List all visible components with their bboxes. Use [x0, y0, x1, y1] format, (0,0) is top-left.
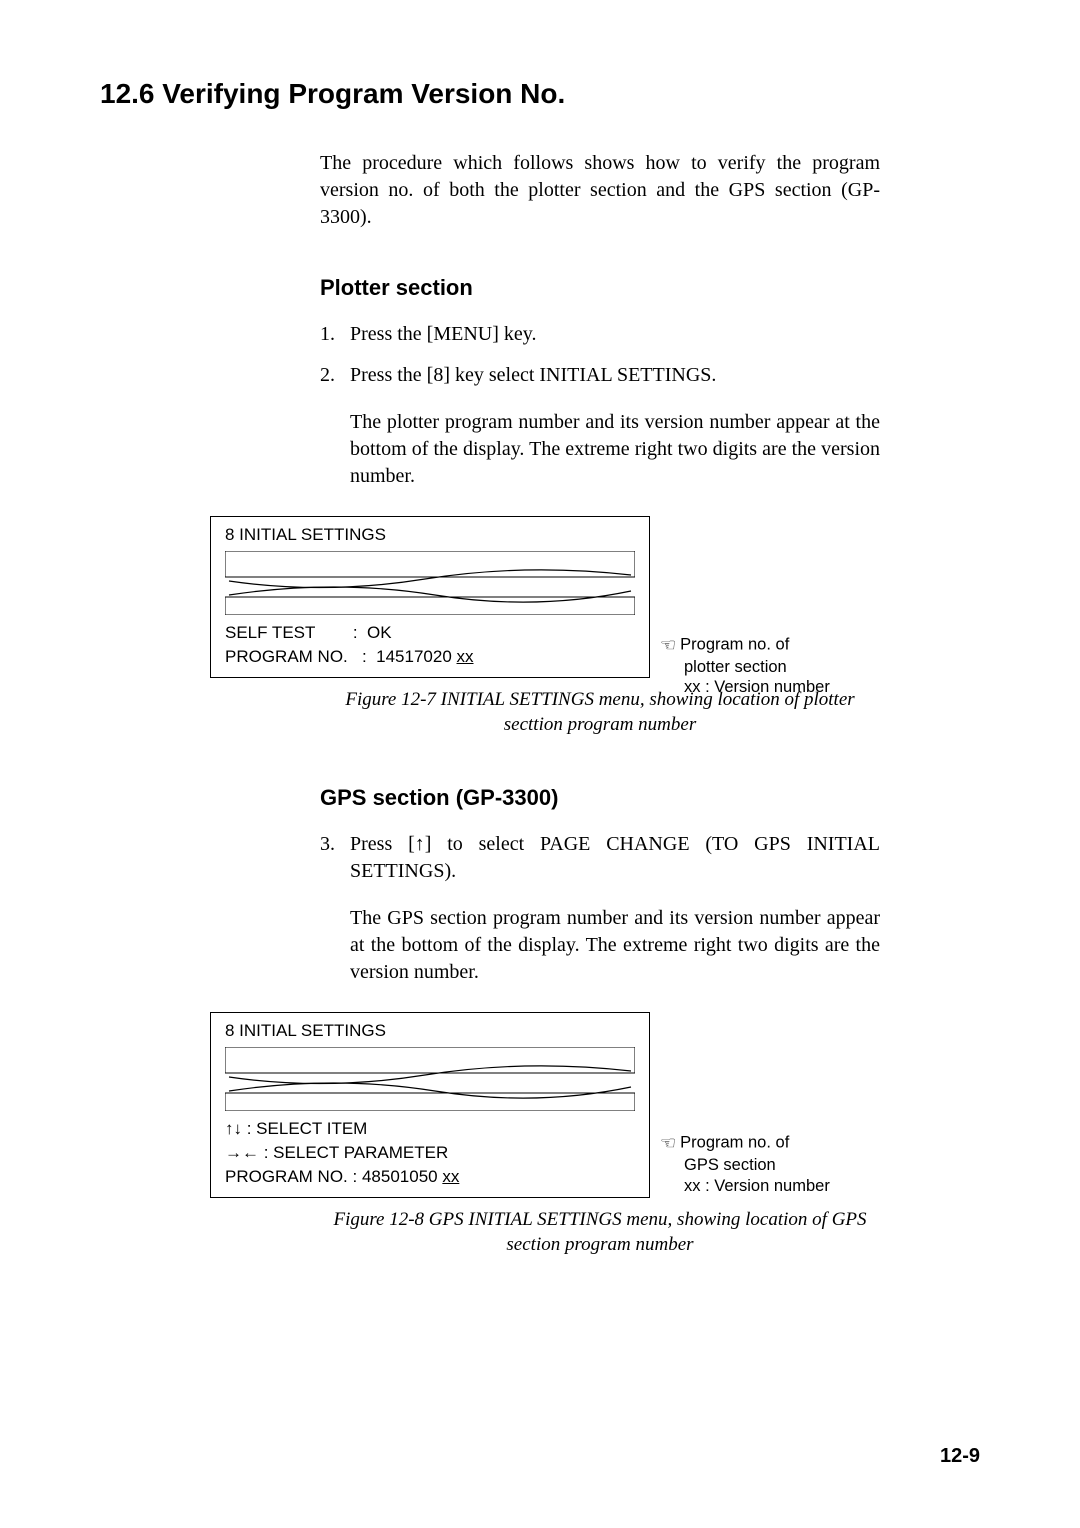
gps-heading: GPS section (GP-3300)	[320, 785, 880, 811]
select-parameter-text: : SELECT PARAMETER	[264, 1143, 449, 1162]
prog-no: 48501050	[362, 1167, 438, 1186]
select-parameter-line: →← : SELECT PARAMETER	[225, 1143, 635, 1163]
self-test-label: SELF TEST	[225, 623, 315, 642]
annotation-line: xx : Version number	[684, 678, 830, 696]
annotation-line: Program no. of	[680, 636, 789, 654]
step-item: 3. Press [↑] to select PAGE CHANGE (TO G…	[320, 831, 880, 885]
gps-figure-caption: Figure 12-8 GPS INITIAL SETTINGS menu, s…	[320, 1208, 880, 1257]
prog-version-xx: xx	[457, 647, 474, 666]
gps-steps: 3. Press [↑] to select PAGE CHANGE (TO G…	[320, 831, 880, 885]
content-block: The procedure which follows shows how to…	[320, 150, 880, 490]
plotter-steps: 1. Press the [MENU] key. 2. Press the [8…	[320, 321, 880, 389]
wave-graphic	[225, 551, 635, 615]
gps-figure: 8 INITIAL SETTINGS ↑↓ : SELECT ITEM →← :…	[210, 1012, 980, 1198]
gps-annotation: ☞Program no. of GPS section xx : Version…	[660, 1132, 830, 1196]
section-title: 12.6 Verifying Program Version No.	[100, 78, 980, 110]
step-number: 2.	[320, 362, 350, 389]
step-text: Press the [MENU] key.	[350, 321, 880, 348]
step-number: 3.	[320, 831, 350, 885]
annotation-line: xx : Version number	[684, 1177, 830, 1195]
gps-content-block: GPS section (GP-3300) 3. Press [↑] to se…	[320, 785, 880, 986]
self-test-line: SELF TEST : OK	[225, 623, 635, 643]
plotter-heading: Plotter section	[320, 275, 880, 301]
up-down-arrows-icon: ↑↓	[225, 1119, 242, 1138]
step-number: 1.	[320, 321, 350, 348]
step-text: Press the [8] key select INITIAL SETTING…	[350, 362, 880, 389]
pointing-hand-icon: ☞	[660, 1132, 676, 1155]
prog-version-xx: xx	[442, 1167, 459, 1186]
annotation-line: plotter section	[684, 658, 787, 676]
plotter-figure: 8 INITIAL SETTINGS SELF TEST : OK PROGRA…	[210, 516, 980, 678]
select-item-line: ↑↓ : SELECT ITEM	[225, 1119, 635, 1139]
annotation-line: Program no. of	[680, 1134, 789, 1152]
program-no-line: PROGRAM NO. : 48501050 xx	[225, 1167, 635, 1187]
prog-no: 14517020	[376, 647, 452, 666]
menu-title: 8 INITIAL SETTINGS	[225, 1021, 635, 1041]
wave-graphic	[225, 1047, 635, 1111]
step-item: 2. Press the [8] key select INITIAL SETT…	[320, 362, 880, 389]
prog-label: PROGRAM NO.	[225, 647, 348, 666]
step-text: Press [↑] to select PAGE CHANGE (TO GPS …	[350, 831, 880, 885]
plotter-annotation: ☞Program no. of plotter section xx : Ver…	[660, 634, 830, 698]
gps-menu-box: 8 INITIAL SETTINGS ↑↓ : SELECT ITEM →← :…	[210, 1012, 650, 1198]
right-left-arrows-icon: →←	[225, 1143, 259, 1162]
menu-title: 8 INITIAL SETTINGS	[225, 525, 635, 545]
program-no-line: PROGRAM NO. : 14517020 xx	[225, 647, 635, 667]
intro-paragraph: The procedure which follows shows how to…	[320, 150, 880, 231]
pointing-hand-icon: ☞	[660, 634, 676, 657]
prog-label: PROGRAM NO. :	[225, 1167, 357, 1186]
step-item: 1. Press the [MENU] key.	[320, 321, 880, 348]
self-test-value: OK	[367, 623, 392, 642]
plotter-follow-paragraph: The plotter program number and its versi…	[350, 409, 880, 490]
select-item-text: : SELECT ITEM	[247, 1119, 368, 1138]
page-number: 12-9	[940, 1445, 980, 1468]
gps-follow-paragraph: The GPS section program number and its v…	[350, 905, 880, 986]
annotation-line: GPS section	[684, 1156, 776, 1174]
plotter-menu-box: 8 INITIAL SETTINGS SELF TEST : OK PROGRA…	[210, 516, 650, 678]
